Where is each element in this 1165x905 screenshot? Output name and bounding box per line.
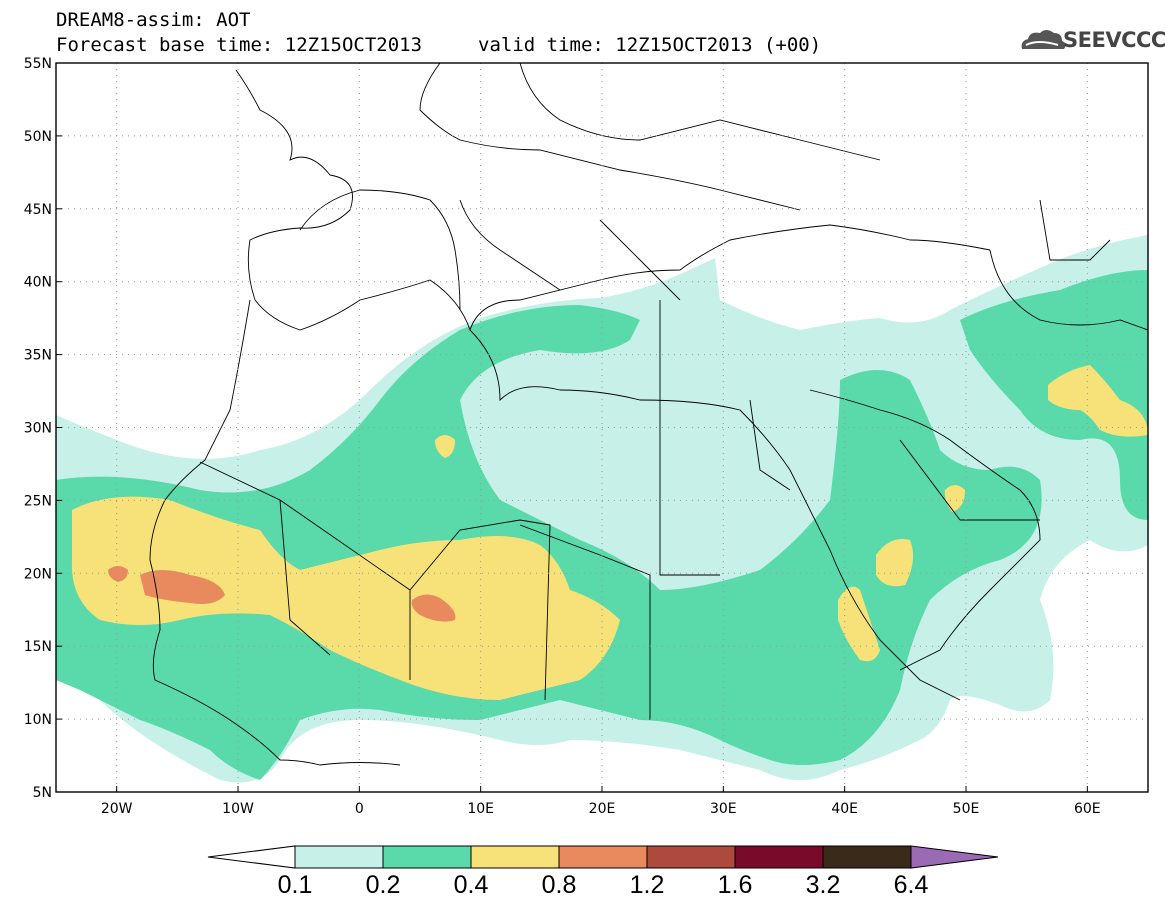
- colorbar-labels: 0.1 0.2 0.4 0.8 1.2 1.6 3.2 6.4: [278, 871, 929, 899]
- base-time-label: Forecast base time: 12Z15OCT2013: [56, 34, 423, 56]
- lat-tick-label: 45N: [24, 202, 52, 218]
- lat-tick-label: 40N: [24, 275, 52, 291]
- colorbar-level-label: 0.1: [278, 871, 313, 899]
- aot-contour-0.4-red-sea: [838, 586, 880, 662]
- aot-contour-0.4-blob1: [435, 435, 455, 458]
- colorbar-swatch: [382, 845, 472, 869]
- colorbar-swatch: [470, 845, 560, 869]
- gridlines: [56, 63, 1148, 792]
- lon-tick-label: 60E: [1074, 801, 1101, 817]
- coastlines: [149, 63, 1148, 766]
- lon-tick-label: 10E: [467, 801, 494, 817]
- lat-tick-label: 25N: [24, 493, 52, 509]
- lon-tick-label: 50E: [953, 801, 980, 817]
- lon-tick-label: 30E: [710, 801, 737, 817]
- colorbar-level-label: 0.4: [454, 871, 489, 899]
- lat-tick-label: 35N: [24, 348, 52, 364]
- colorbar-level-label: 0.2: [366, 871, 401, 899]
- chart-title: DREAM8-assim: AOT: [56, 9, 251, 31]
- colorbar-swatch: [294, 845, 384, 869]
- colorbar-swatch: [822, 845, 912, 869]
- aot-contour-0.2: [56, 305, 1042, 780]
- aot-contour-0.8-b: [108, 566, 128, 582]
- logo-text: SEEVCCC: [1063, 28, 1165, 52]
- colorbar-level-label: 6.4: [894, 871, 929, 899]
- lat-tick-label: 10N: [24, 712, 52, 728]
- lat-tick-label: 55N: [24, 56, 52, 72]
- lat-tick-label: 20N: [24, 566, 52, 582]
- lon-tick-label: 10W: [222, 801, 254, 817]
- aot-contour-0.8-c: [411, 594, 456, 622]
- aot-contour-0.4-iran: [1048, 365, 1148, 437]
- lon-tick-label: 20W: [101, 801, 133, 817]
- lat-axis: 55N 50N 45N 40N 35N 30N 25N 20N 15N 10N 5N: [24, 56, 62, 801]
- lon-axis: 20W 10W 0 10E 20E 30E 40E 50E 60E: [101, 786, 1101, 817]
- colorbar-swatch: [734, 845, 824, 869]
- colorbar-level-label: 0.8: [542, 871, 577, 899]
- colorbar-swatch: [646, 845, 736, 869]
- lat-tick-label: 15N: [24, 639, 52, 655]
- colorbar-high-arrow: [910, 845, 999, 869]
- cloud-icon: [1021, 30, 1066, 49]
- lat-tick-label: 50N: [24, 129, 52, 145]
- aot-contour-0.4-blob2: [944, 485, 965, 512]
- colorbar-level-label: 1.6: [718, 871, 753, 899]
- lon-tick-label: 0: [355, 801, 364, 817]
- lat-tick-label: 30N: [24, 421, 52, 437]
- colorbar-level-label: 1.2: [630, 871, 665, 899]
- colorbar-low-arrow: [207, 845, 296, 869]
- lat-tick-label: 5N: [33, 785, 52, 801]
- aot-contour-0.4: [71, 496, 620, 700]
- colorbar-level-label: 3.2: [806, 871, 841, 899]
- aot-field: [56, 235, 1148, 783]
- aot-contour-0.4-arabia: [876, 539, 914, 587]
- lon-tick-label: 20E: [589, 801, 616, 817]
- lon-tick-label: 40E: [831, 801, 858, 817]
- aot-contour-0.8-a: [140, 570, 225, 604]
- colorbar-swatch: [558, 845, 648, 869]
- valid-time-label: valid time: 12Z15OCT2013 (+00): [478, 34, 822, 56]
- colorbar: [207, 845, 999, 869]
